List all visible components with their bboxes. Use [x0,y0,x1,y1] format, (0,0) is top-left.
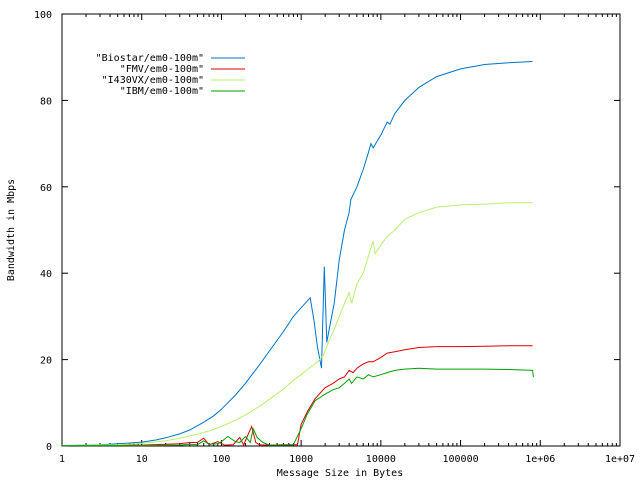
x-tick-label: 1 [59,454,65,465]
legend-entry-label: "I430VX/em0-100m" [102,75,204,86]
legend-entry-label: "Biostar/em0-100m" [96,53,204,64]
y-tick-label: 20 [40,356,52,367]
x-tick-label: 10000 [366,454,396,465]
x-tick-label: 1e+06 [525,454,555,465]
x-axis-label: Message Size in Bytes [277,468,403,479]
plot-frame [61,13,621,447]
x-tick-label: 100000 [443,454,479,465]
y-tick-label: 80 [40,96,52,107]
x-tick-label: 1e+07 [605,454,635,465]
legend: "Biostar/em0-100m""FMV/em0-100m""I430VX/… [96,53,245,97]
legend-entry-label: "FMV/em0-100m" [120,64,204,75]
y-tick-label: 100 [34,10,52,21]
x-tick-label: 100 [212,454,230,465]
y-tick-label: 0 [46,442,52,453]
axes [61,13,621,447]
legend-entry-label: "IBM/em0-100m" [120,86,204,97]
series-line-2 [61,345,533,447]
x-tick-label: 1000 [289,454,313,465]
x-tick-label: 10 [136,454,148,465]
y-axis-label: Bandwidth in Mbps [6,179,17,281]
y-tick-label: 60 [40,183,52,194]
series-layer [61,61,534,447]
axis-ticks: 0 20 40 60 80 100 1 10 100 1000 10000 100000 1e+06 1e… [34,10,635,465]
series-line-3 [61,202,533,447]
series-line-1 [61,61,533,447]
series-line-4 [62,367,534,447]
y-tick-label: 40 [40,269,52,280]
